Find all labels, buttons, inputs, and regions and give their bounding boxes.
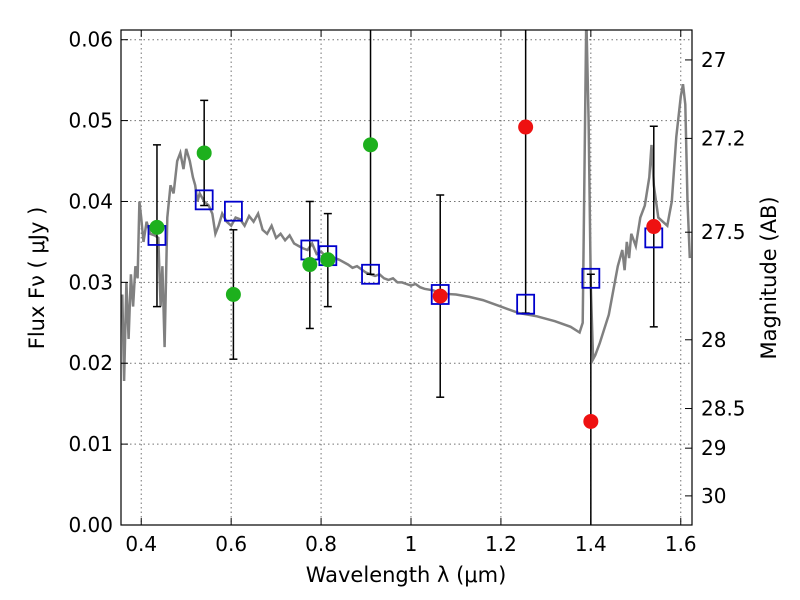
model-bandpass-square bbox=[361, 263, 380, 285]
right-tick-label: 28 bbox=[701, 328, 726, 352]
x-tick-label: 1.4 bbox=[575, 532, 607, 556]
x-tick-label: 1.6 bbox=[665, 532, 697, 556]
y-tick-label: 0.05 bbox=[68, 109, 113, 133]
red-data-point bbox=[432, 288, 448, 304]
right-tick-label: 30 bbox=[701, 484, 726, 508]
green-data-point bbox=[302, 257, 318, 273]
green-data-point bbox=[149, 219, 165, 235]
x-tick-label: 0.6 bbox=[215, 532, 247, 556]
model-bandpass-square bbox=[516, 293, 536, 315]
green-data-point bbox=[225, 286, 241, 302]
x-tick-label: 0.8 bbox=[305, 532, 337, 556]
red-data-point bbox=[646, 219, 662, 235]
grid-layer bbox=[121, 30, 692, 526]
model-bandpass-square bbox=[194, 189, 214, 211]
green-data-point bbox=[196, 145, 212, 161]
right-tick-label: 27.2 bbox=[701, 126, 746, 150]
y-tick-label: 0.04 bbox=[68, 189, 113, 213]
red-data-point bbox=[518, 119, 534, 135]
x-tick-label: 0.4 bbox=[125, 532, 157, 556]
y-tick-label: 0.02 bbox=[68, 351, 113, 375]
y-tick-label: 0.06 bbox=[68, 28, 113, 52]
x-tick-label: 1 bbox=[405, 532, 418, 556]
plot-layer bbox=[121, 30, 692, 525]
red-data-point bbox=[583, 413, 599, 429]
model-bandpass-square bbox=[224, 200, 243, 222]
x-tick-label: 1.2 bbox=[485, 532, 517, 556]
right-axis-title: Magnitude (AB) bbox=[757, 196, 781, 359]
right-tick-label: 27.5 bbox=[701, 220, 746, 244]
right-tick-label: 28.5 bbox=[701, 397, 746, 421]
tick-layer: 0.4 0.6 0.8 1 1.2 1.4 1.6 0.00 0.01 0.02 0.03 0.04 0… bbox=[68, 28, 745, 556]
right-tick-label: 27 bbox=[701, 48, 726, 72]
model-bandpass-square bbox=[430, 284, 450, 305]
green-data-point bbox=[363, 137, 379, 153]
right-tick-label: 29 bbox=[701, 436, 726, 460]
plot-frame bbox=[120, 29, 693, 526]
model-spectrum-line bbox=[121, 30, 692, 382]
y-tick-label: 0.00 bbox=[68, 513, 113, 537]
y-tick-label: 0.01 bbox=[68, 432, 113, 456]
y-tick-label: 0.03 bbox=[68, 270, 113, 294]
green-data-point bbox=[320, 252, 336, 268]
model-bandpass-square bbox=[581, 267, 601, 289]
y-axis-title: Flux Fν ( μJy ) bbox=[25, 207, 49, 350]
x-axis-title: Wavelength λ (μm) bbox=[306, 563, 507, 587]
